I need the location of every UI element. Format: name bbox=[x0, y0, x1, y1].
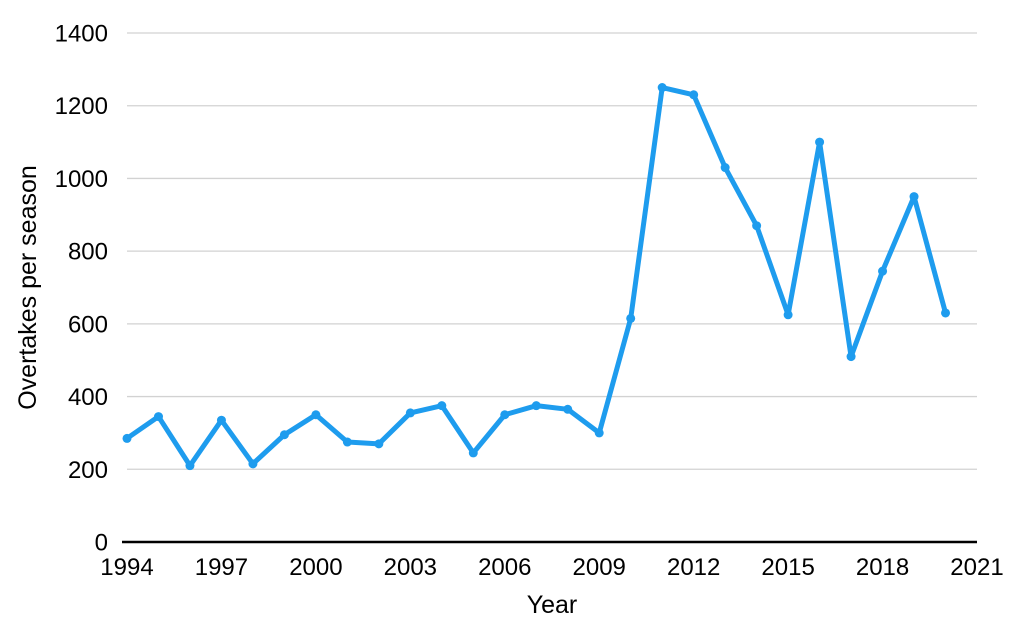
y-tick-label: 1200 bbox=[55, 93, 108, 120]
y-tick-label: 1000 bbox=[55, 166, 108, 193]
data-point bbox=[626, 313, 636, 323]
y-tick-label: 0 bbox=[95, 530, 108, 557]
data-point bbox=[437, 401, 447, 411]
y-tick-label: 600 bbox=[68, 311, 108, 338]
data-point bbox=[185, 461, 195, 471]
x-tick-label: 1997 bbox=[195, 554, 248, 581]
data-point bbox=[846, 352, 856, 362]
y-tick-label: 1400 bbox=[55, 21, 108, 48]
data-point bbox=[122, 433, 132, 443]
series-group bbox=[122, 83, 951, 471]
data-point bbox=[720, 163, 730, 173]
data-point bbox=[468, 448, 478, 458]
data-point bbox=[311, 410, 321, 420]
x-tick-label: 2012 bbox=[667, 554, 720, 581]
data-point bbox=[783, 310, 793, 320]
data-point bbox=[909, 192, 919, 202]
y-tick-labels: 0 200 400 600 800 1000 1200 1400 bbox=[55, 21, 108, 557]
gridlines bbox=[127, 32, 977, 470]
data-point bbox=[594, 428, 604, 438]
x-tick-label: 2015 bbox=[761, 554, 814, 581]
data-point bbox=[941, 308, 951, 318]
x-tick-label: 2009 bbox=[573, 554, 626, 581]
x-tick-label: 2021 bbox=[950, 554, 1003, 581]
data-point bbox=[752, 221, 762, 231]
data-point bbox=[153, 412, 163, 422]
data-point bbox=[248, 459, 258, 469]
y-tick-label: 200 bbox=[68, 457, 108, 484]
x-tick-label: 2018 bbox=[856, 554, 909, 581]
x-tick-label: 1994 bbox=[100, 554, 153, 581]
x-tick-label: 2006 bbox=[478, 554, 531, 581]
data-point bbox=[216, 415, 226, 425]
data-point bbox=[342, 437, 352, 447]
x-tick-label: 2000 bbox=[289, 554, 342, 581]
data-point bbox=[689, 90, 699, 100]
data-point bbox=[531, 401, 541, 411]
x-tick-label: 2003 bbox=[384, 554, 437, 581]
data-point bbox=[815, 137, 825, 147]
data-point bbox=[374, 439, 384, 449]
data-point bbox=[405, 408, 415, 418]
data-point bbox=[563, 404, 573, 414]
data-point bbox=[279, 430, 289, 440]
data-point bbox=[878, 266, 888, 276]
y-tick-label: 800 bbox=[68, 239, 108, 266]
x-tick-labels: 1994 1997 2000 2003 2006 2009 2012 2015 2018 2021 bbox=[100, 554, 1003, 581]
x-axis-title: Year bbox=[527, 591, 578, 619]
y-axis-title: Overtakes per season bbox=[14, 165, 42, 410]
y-tick-label: 400 bbox=[68, 384, 108, 411]
data-point bbox=[500, 410, 510, 420]
data-point bbox=[657, 83, 667, 93]
